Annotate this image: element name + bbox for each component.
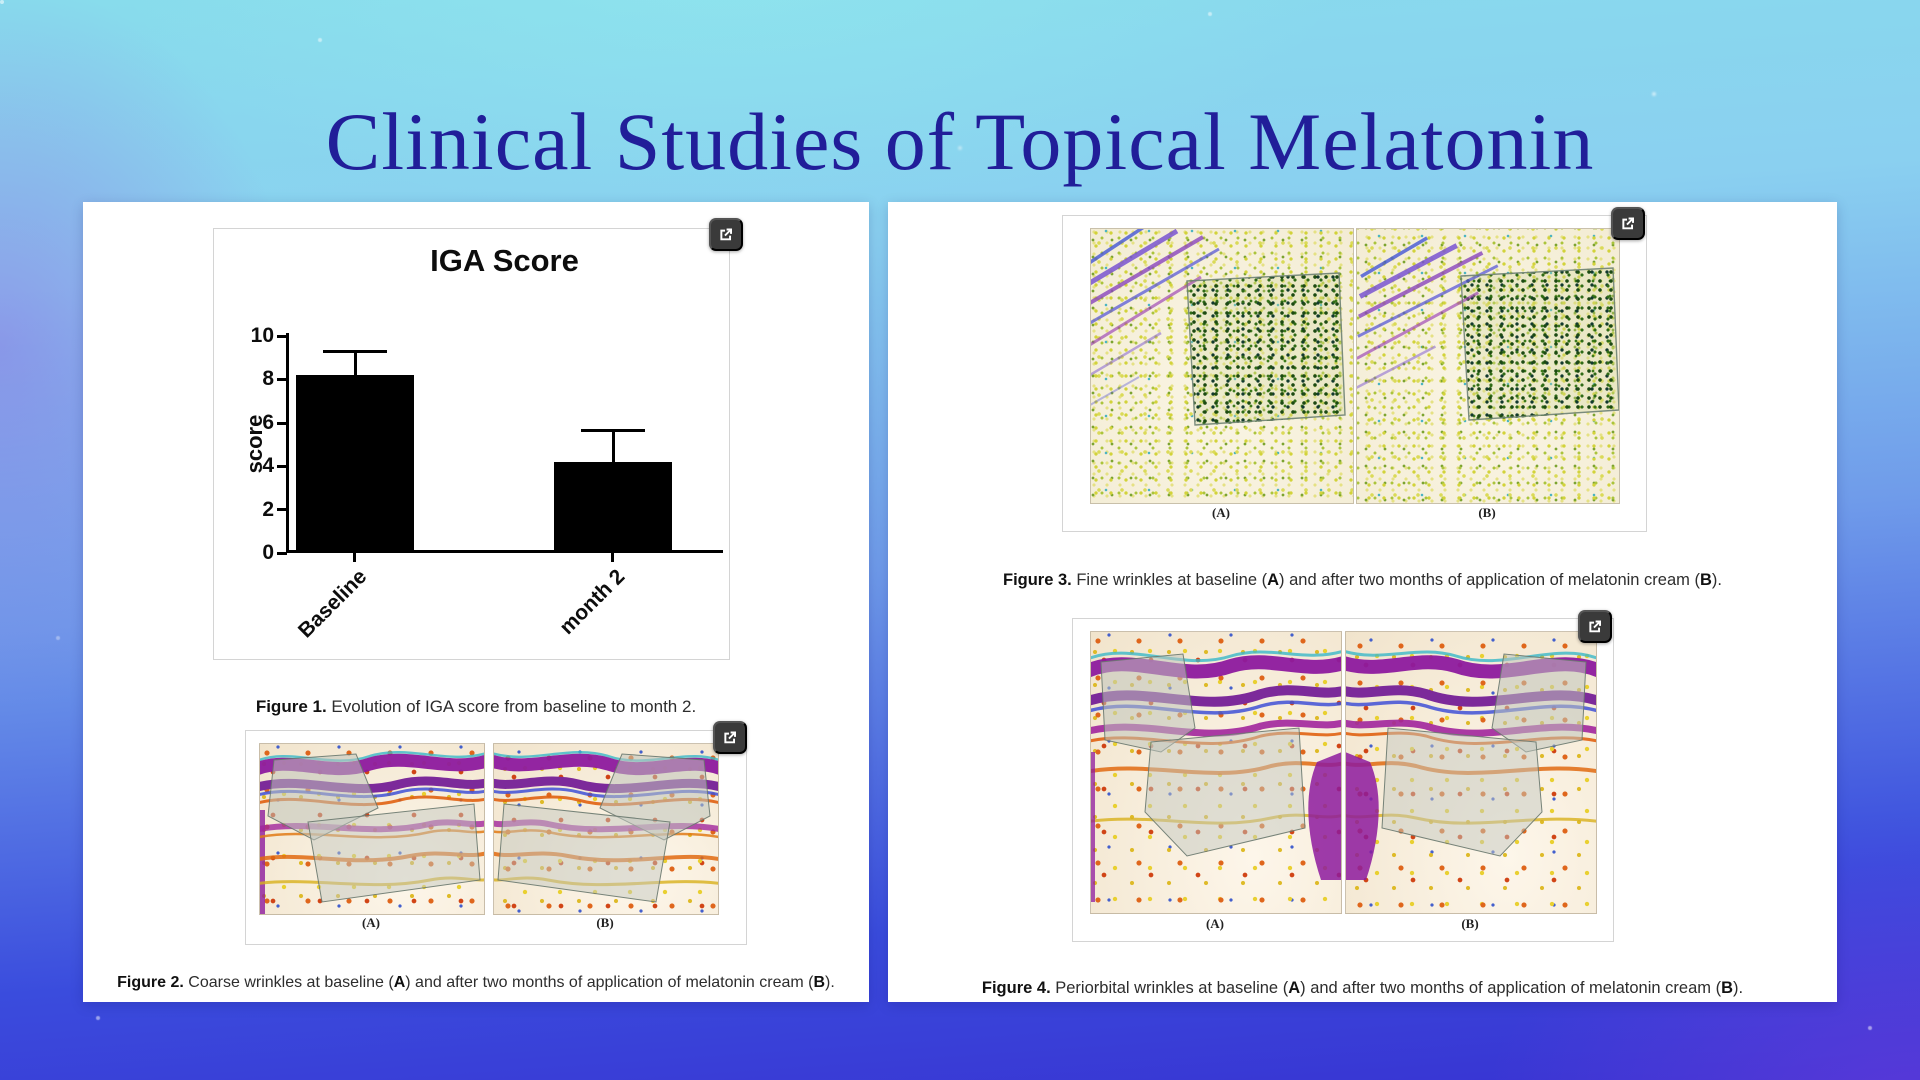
chart-title: IGA Score	[430, 243, 579, 278]
analysis-region-texture	[1187, 272, 1346, 427]
figure-1-caption-label: Figure 1.	[255, 697, 327, 716]
y-tick	[277, 335, 287, 338]
wrinkle-overlay-graphic	[1357, 236, 1619, 421]
bar-month2	[554, 461, 672, 553]
y-tick	[277, 378, 287, 381]
figure-2-caption-label: Figure 2.	[117, 974, 184, 991]
skin-image-fig3-b	[1356, 228, 1620, 504]
wrinkle-overlay-graphic	[1091, 650, 1341, 902]
analysis-region-texture	[1461, 267, 1619, 422]
figure-3-panel-a-label: (A)	[1211, 505, 1231, 520]
y-tick	[277, 422, 287, 425]
y-tick-label: 6	[262, 411, 274, 434]
expand-icon	[720, 228, 732, 241]
figure-2-expand-button[interactable]	[713, 721, 747, 754]
skin-image-fig4-a	[1090, 631, 1342, 914]
skin-image-fig4-b	[1345, 631, 1597, 914]
figure-4-expand-button[interactable]	[1578, 610, 1612, 643]
y-tick	[277, 465, 287, 468]
figure-2-panel-a-label: (A)	[361, 915, 381, 930]
expand-icon	[724, 731, 736, 744]
skin-image-fig2-b	[493, 743, 719, 915]
chart-y-axis	[286, 333, 289, 553]
wrinkle-overlay-graphic	[494, 750, 718, 903]
figure-3-caption: Figure 3. Fine wrinkles at baseline (A) …	[1002, 570, 1722, 589]
skin-image-fig3-a	[1090, 228, 1354, 504]
expand-icon	[1589, 620, 1601, 633]
figure-1-expand-button[interactable]	[709, 218, 743, 251]
x-category-label: month 2	[555, 565, 630, 640]
x-tick	[611, 553, 614, 562]
y-tick	[277, 552, 287, 555]
figure-4-image-box: (A) (B)	[1072, 618, 1614, 942]
figure-1-caption-text: Evolution of IGA score from baseline to …	[331, 697, 697, 716]
y-tick-label: 2	[262, 498, 274, 521]
y-tick-label: 10	[250, 324, 274, 347]
figure-3-image-box: (A) (B)	[1062, 215, 1647, 532]
error-bar-month2	[581, 428, 645, 463]
figure-4-caption: Figure 4. Periorbital wrinkles at baseli…	[981, 978, 1744, 997]
figure-4-panel-a-label: (A)	[1205, 916, 1225, 931]
chart-x-axis	[286, 550, 723, 553]
right-content-panel: (A) (B) Figure 3. Fine wrinkles at basel…	[888, 202, 1837, 1002]
figure-3-panel-b-label: (B)	[1478, 505, 1496, 520]
y-tick-label: 0	[262, 541, 274, 564]
chart-y-axis-label: score	[242, 414, 267, 474]
wrinkle-overlay-graphic	[1346, 648, 1596, 880]
wrinkle-overlay-graphic	[260, 751, 484, 914]
figure-2-caption: Figure 2. Coarse wrinkles at baseline (A…	[117, 974, 835, 991]
figure-4-caption-label: Figure 4.	[981, 978, 1051, 997]
y-tick-label: 8	[262, 367, 274, 390]
wrinkle-overlay-graphic	[1091, 229, 1346, 426]
error-bar-baseline	[323, 350, 387, 375]
figure-1-chart-box: IGA Score score 10 8 6 4 2 0 Baseline mo…	[213, 228, 730, 660]
figure-3-caption-label: Figure 3.	[1002, 570, 1072, 589]
figure-2-panel-b-label: (B)	[596, 915, 614, 930]
y-tick-label: 4	[262, 454, 274, 477]
x-category-label: Baseline	[293, 565, 372, 643]
figure-3-expand-button[interactable]	[1611, 207, 1645, 240]
figure-4-panel-b-label: (B)	[1461, 916, 1479, 931]
page-title: Clinical Studies of Topical Melatonin	[325, 95, 1595, 187]
skin-image-fig2-a	[259, 743, 485, 915]
x-tick	[353, 553, 356, 562]
y-tick	[277, 508, 287, 511]
expand-icon	[1622, 217, 1634, 230]
figure-1-caption: Figure 1. Evolution of IGA score from ba…	[83, 697, 869, 717]
figure-2-image-box: (A) (B)	[245, 730, 747, 945]
bar-baseline	[296, 375, 414, 553]
left-content-panel: IGA Score score 10 8 6 4 2 0 Baseline mo…	[83, 202, 869, 1002]
